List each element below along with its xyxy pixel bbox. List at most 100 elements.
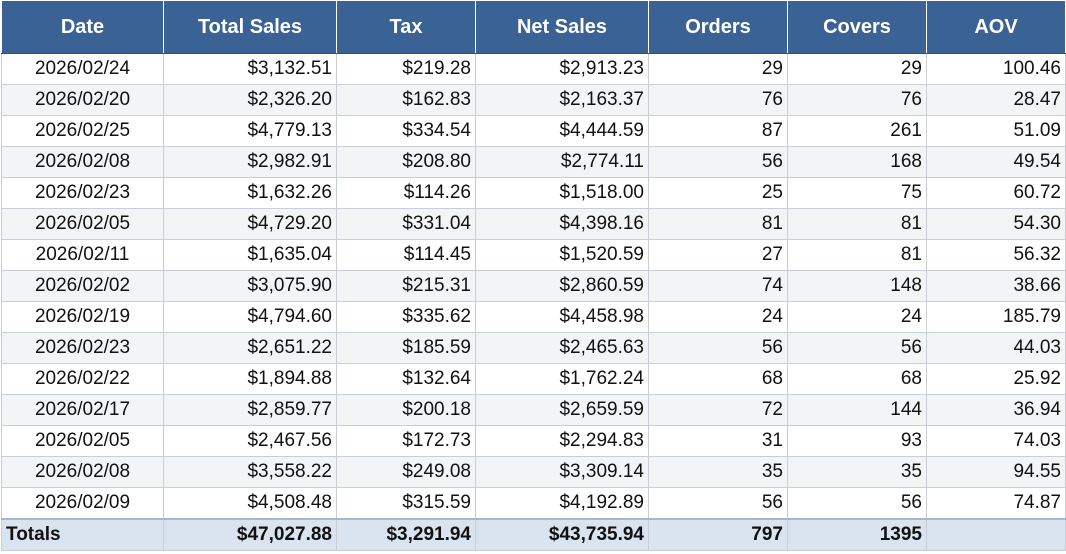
date-cell: 2026/02/05 <box>1 425 164 457</box>
value-cell: $1,632.26 <box>163 177 337 209</box>
totals-cell: 1395 <box>787 518 927 551</box>
value-cell: 29 <box>787 53 927 85</box>
value-cell: 44.03 <box>926 332 1066 364</box>
data-row: 2026/02/08 $3,558.22 $249.08 $3,309.14 35 35 9… <box>1 456 1066 488</box>
value-cell: $200.18 <box>336 394 476 426</box>
value-cell: 94.55 <box>926 456 1066 488</box>
date-cell: 2026/02/25 <box>1 115 164 147</box>
value-cell: $3,075.90 <box>163 270 337 302</box>
value-cell: $162.83 <box>336 84 476 116</box>
value-cell: $4,458.98 <box>475 301 649 333</box>
value-cell: $4,794.60 <box>163 301 337 333</box>
date-cell: 2026/02/20 <box>1 84 164 116</box>
totals-row: Totals $47,027.88 $3,291.94 $43,735.94 797 13… <box>1 518 1066 551</box>
data-row: 2026/02/05 $4,729.20 $331.04 $4,398.16 81 81 5… <box>1 208 1066 240</box>
value-cell: 54.30 <box>926 208 1066 240</box>
value-cell: 68 <box>787 363 927 395</box>
value-cell: 75 <box>787 177 927 209</box>
value-cell: $249.08 <box>336 456 476 488</box>
value-cell: 35 <box>787 456 927 488</box>
value-cell: 76 <box>648 84 788 116</box>
value-cell: 81 <box>787 239 927 271</box>
value-cell: 100.46 <box>926 53 1066 85</box>
table-body: 2026/02/24 $3,132.51 $219.28 $2,913.23 29 29 1… <box>1 53 1066 551</box>
data-row: 2026/02/08 $2,982.91 $208.80 $2,774.11 56 168… <box>1 146 1066 178</box>
value-cell: $334.54 <box>336 115 476 147</box>
value-cell: $172.73 <box>336 425 476 457</box>
date-cell: 2026/02/23 <box>1 177 164 209</box>
value-cell: 56 <box>787 332 927 364</box>
value-cell: $185.59 <box>336 332 476 364</box>
value-cell: 56.32 <box>926 239 1066 271</box>
value-cell: 36.94 <box>926 394 1066 426</box>
value-cell: $114.26 <box>336 177 476 209</box>
column-header: AOV <box>926 0 1066 54</box>
value-cell: 24 <box>648 301 788 333</box>
data-row: 2026/02/25 $4,779.13 $334.54 $4,444.59 87 261… <box>1 115 1066 147</box>
value-cell: $4,192.89 <box>475 487 649 520</box>
value-cell: $315.59 <box>336 487 476 520</box>
totals-cell: 797 <box>648 518 788 551</box>
value-cell: 60.72 <box>926 177 1066 209</box>
value-cell: $2,913.23 <box>475 53 649 85</box>
value-cell: 74.87 <box>926 487 1066 520</box>
date-cell: 2026/02/09 <box>1 487 164 520</box>
column-header: Tax <box>336 0 476 54</box>
column-header: Orders <box>648 0 788 54</box>
value-cell: $2,163.37 <box>475 84 649 116</box>
value-cell: $4,729.20 <box>163 208 337 240</box>
totals-label: Totals <box>1 518 164 551</box>
date-cell: 2026/02/19 <box>1 301 164 333</box>
value-cell: $1,520.59 <box>475 239 649 271</box>
value-cell: 81 <box>787 208 927 240</box>
value-cell: $2,859.77 <box>163 394 337 426</box>
date-cell: 2026/02/24 <box>1 53 164 85</box>
value-cell: 93 <box>787 425 927 457</box>
column-header: Covers <box>787 0 927 54</box>
date-cell: 2026/02/05 <box>1 208 164 240</box>
data-row: 2026/02/24 $3,132.51 $219.28 $2,913.23 29 29 1… <box>1 53 1066 85</box>
value-cell: $3,309.14 <box>475 456 649 488</box>
value-cell: $2,294.83 <box>475 425 649 457</box>
value-cell: 38.66 <box>926 270 1066 302</box>
value-cell: $4,444.59 <box>475 115 649 147</box>
date-cell: 2026/02/22 <box>1 363 164 395</box>
value-cell: 28.47 <box>926 84 1066 116</box>
data-row: 2026/02/17 $2,859.77 $200.18 $2,659.59 72 144… <box>1 394 1066 426</box>
value-cell: $3,132.51 <box>163 53 337 85</box>
date-cell: 2026/02/23 <box>1 332 164 364</box>
data-row: 2026/02/05 $2,467.56 $172.73 $2,294.83 31 93 7… <box>1 425 1066 457</box>
value-cell: $1,518.00 <box>475 177 649 209</box>
value-cell: $208.80 <box>336 146 476 178</box>
date-cell: 2026/02/02 <box>1 270 164 302</box>
value-cell: $1,635.04 <box>163 239 337 271</box>
data-row: 2026/02/02 $3,075.90 $215.31 $2,860.59 74 148… <box>1 270 1066 302</box>
date-cell: 2026/02/11 <box>1 239 164 271</box>
value-cell: 25.92 <box>926 363 1066 395</box>
value-cell: $4,779.13 <box>163 115 337 147</box>
value-cell: $2,651.22 <box>163 332 337 364</box>
value-cell: $2,659.59 <box>475 394 649 426</box>
column-header: Date <box>1 0 164 54</box>
value-cell: 87 <box>648 115 788 147</box>
header-row: Date Total Sales Tax Net Sales Orders Covers A… <box>1 0 1066 54</box>
value-cell: $1,762.24 <box>475 363 649 395</box>
value-cell: 24 <box>787 301 927 333</box>
value-cell: 35 <box>648 456 788 488</box>
date-cell: 2026/02/08 <box>1 456 164 488</box>
value-cell: $2,982.91 <box>163 146 337 178</box>
value-cell: 185.79 <box>926 301 1066 333</box>
value-cell: $2,774.11 <box>475 146 649 178</box>
value-cell: $4,398.16 <box>475 208 649 240</box>
value-cell: 56 <box>648 487 788 520</box>
value-cell: 81 <box>648 208 788 240</box>
value-cell: 68 <box>648 363 788 395</box>
value-cell: 29 <box>648 53 788 85</box>
value-cell: $335.62 <box>336 301 476 333</box>
value-cell: 72 <box>648 394 788 426</box>
value-cell: $331.04 <box>336 208 476 240</box>
value-cell: 148 <box>787 270 927 302</box>
column-header: Total Sales <box>163 0 337 54</box>
